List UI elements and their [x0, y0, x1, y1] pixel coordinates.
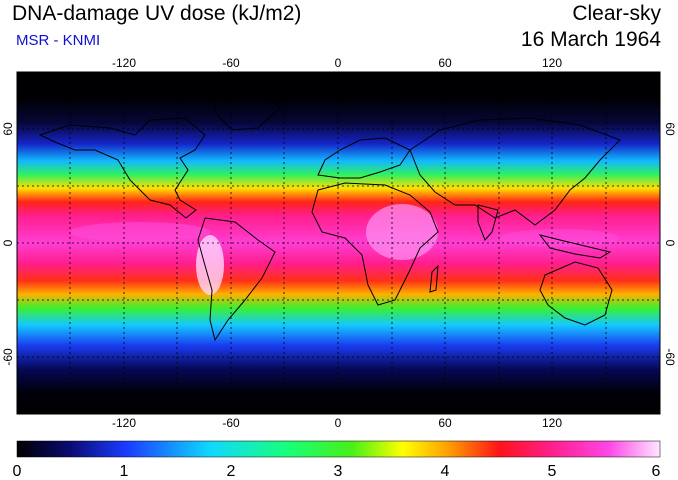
lon-label: 120	[542, 416, 562, 430]
colorbar-tick-label: 1	[120, 463, 129, 480]
lat-label: 0	[1, 239, 15, 246]
africa-outline	[311, 182, 439, 306]
india-outline	[477, 204, 499, 241]
indonesia-outline	[538, 234, 612, 259]
date-label: 16 March 1964	[520, 28, 661, 51]
colorbar-tick-label: 0	[13, 463, 22, 480]
colorbar-tick-label: 5	[548, 463, 557, 480]
lon-label: 60	[438, 416, 452, 430]
lon-label: 0	[335, 56, 342, 70]
lat-label: -60	[663, 348, 677, 366]
lon-labels-bottom: -120 -60 0 60 120	[112, 416, 562, 430]
south-america-outline	[197, 217, 276, 342]
colorbar	[16, 440, 661, 458]
lon-label: -120	[112, 416, 136, 430]
lon-label: 120	[542, 56, 562, 70]
lat-label: 0	[663, 240, 677, 247]
madagascar-outline	[429, 264, 439, 293]
lon-labels-top: -120 -60 0 60 120	[112, 56, 562, 70]
lon-label: -120	[112, 56, 136, 70]
pacific-band	[70, 222, 210, 242]
greenland-outline	[214, 91, 281, 131]
lat-labels-left: 60 0 -60	[1, 122, 15, 366]
frame-ticks	[69, 72, 607, 414]
map-title: DNA-damage UV dose (kJ/m2)	[12, 2, 302, 25]
colorbar-tick-label: 3	[334, 463, 343, 480]
lon-label: -60	[222, 416, 240, 430]
lon-label: 60	[438, 56, 452, 70]
lat-label: 60	[663, 122, 677, 136]
indian-band	[500, 229, 620, 247]
north-america-outline	[38, 117, 206, 219]
colorbar-tick-label: 6	[652, 463, 661, 480]
andes-hotspot	[196, 235, 224, 295]
africa-hotspot	[366, 204, 438, 260]
graticule	[17, 72, 660, 414]
lon-label: 0	[335, 416, 342, 430]
lon-label: -60	[222, 56, 240, 70]
lat-label: -60	[1, 348, 15, 366]
colorbar-labels: 0 1 2 3 4 5 6	[13, 463, 661, 480]
coastlines	[38, 91, 621, 342]
asia-outline	[409, 117, 621, 226]
data-source-label: MSR - KNMI	[16, 32, 101, 49]
lat-labels-right: 60 0 -60	[663, 122, 677, 366]
australia-outline	[539, 261, 613, 326]
colorbar-tick-label: 4	[441, 463, 450, 480]
sky-condition-label: Clear-sky	[572, 2, 661, 25]
lat-label: 60	[1, 122, 15, 136]
colorbar-tick-label: 2	[227, 463, 236, 480]
